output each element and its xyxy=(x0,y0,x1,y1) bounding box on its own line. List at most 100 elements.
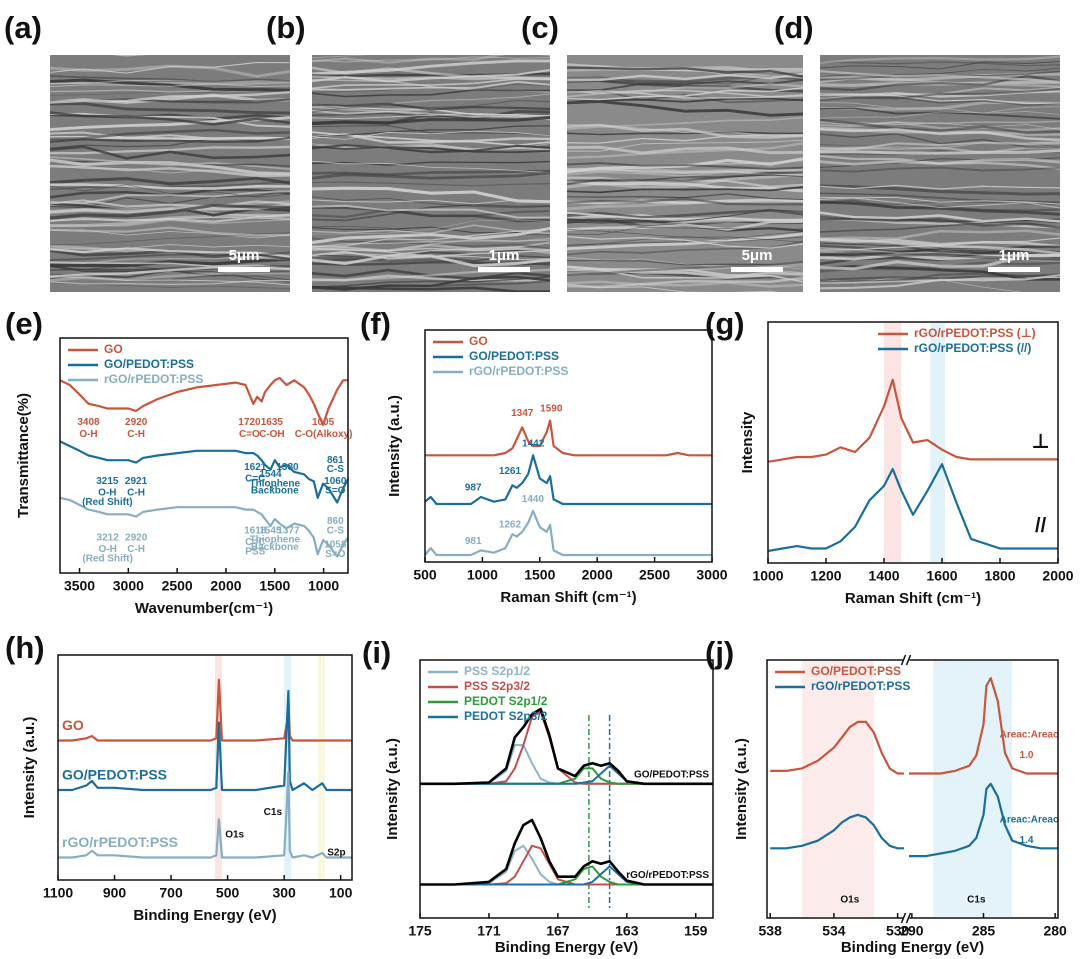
annotation: ⊥ xyxy=(1031,431,1049,453)
sem-layer xyxy=(312,115,550,126)
annotation: 2920 xyxy=(125,417,148,428)
annotation: C-S xyxy=(327,464,345,475)
sem-layer xyxy=(567,229,803,243)
sem-layer xyxy=(820,217,1060,224)
sem-layer xyxy=(312,275,550,291)
sem-layer xyxy=(50,145,290,160)
panel-label: (j) xyxy=(705,635,734,670)
legend-label: rGO/rPEDOT:PSS (⊥) xyxy=(914,326,1036,340)
sem-layer xyxy=(567,208,803,220)
legend-label: PEDOT S2p1/2 xyxy=(464,694,548,708)
sem-layer xyxy=(820,229,1060,240)
x-tick-label: 1100 xyxy=(43,885,74,901)
spectrum xyxy=(59,496,349,558)
x-tick-label: 285 xyxy=(972,923,996,939)
highlight-band xyxy=(802,661,874,917)
x-tick-label: 167 xyxy=(546,923,570,939)
axis-break-gap xyxy=(903,915,910,921)
sem-layer xyxy=(567,198,803,211)
spectrum xyxy=(425,419,712,457)
sem-layer xyxy=(820,274,1060,290)
sem-layer xyxy=(312,99,550,113)
annotation: 1060 xyxy=(324,476,347,487)
legend-label: rGO/rPEDOT:PSS xyxy=(469,364,568,378)
annotation: 1262 xyxy=(499,520,522,531)
sem-layer xyxy=(312,56,550,63)
annotation: C-H xyxy=(127,488,145,499)
sem-layer xyxy=(820,106,1060,119)
y-axis-title: Intensity (a.u.) xyxy=(733,738,750,840)
annotation: Backbone xyxy=(251,485,299,496)
sem-layer xyxy=(820,101,1060,115)
sem-image xyxy=(312,55,550,292)
annotation: 3212 xyxy=(97,532,120,543)
sem-layer xyxy=(567,83,803,98)
sem-layer xyxy=(567,66,803,78)
sem-layer xyxy=(312,275,550,289)
annotation: Areac:Areao xyxy=(1000,729,1059,740)
sem-layer xyxy=(312,144,550,151)
x-tick-label: 1800 xyxy=(984,568,1015,584)
sem-layer xyxy=(567,116,803,130)
annotation: Backbone xyxy=(251,542,299,553)
highlight-band xyxy=(933,661,1013,917)
x-tick-label: 3500 xyxy=(64,578,95,594)
annotation: 1440 xyxy=(522,494,545,505)
annotation: // xyxy=(1035,515,1047,537)
sem-layer xyxy=(312,239,550,249)
sem-layer xyxy=(567,259,803,266)
legend-label: GO/PEDOT:PSS xyxy=(104,357,194,371)
sem-layer xyxy=(820,253,1060,271)
annotation: 1380 xyxy=(276,462,299,473)
axis-break xyxy=(905,654,912,666)
spectrum xyxy=(767,378,1058,463)
annotation: (Red Shift) xyxy=(82,554,133,565)
spectrum xyxy=(58,689,352,792)
series-label: GO/PEDOT:PSS xyxy=(62,767,167,783)
sem-layer xyxy=(567,263,803,275)
sem-layer xyxy=(312,89,550,98)
legend-label: PEDOT S2p3/2 xyxy=(464,709,548,723)
sem-layer xyxy=(50,180,290,191)
sem-layer xyxy=(820,184,1060,190)
annotation: C-S xyxy=(327,525,345,536)
annotation: 1442 xyxy=(522,438,545,449)
legend-label: GO xyxy=(104,342,123,356)
sem-layer xyxy=(820,55,1060,64)
sem-layer xyxy=(50,190,290,205)
legend-label: PSS S2p3/2 xyxy=(464,679,530,693)
annotation: 1618 xyxy=(244,525,267,536)
scale-bar xyxy=(988,267,1040,272)
highlight-band xyxy=(284,656,292,879)
sem-layer xyxy=(50,229,290,239)
sem-layer xyxy=(820,74,1060,92)
x-tick-label: 2500 xyxy=(162,578,193,594)
sem-layer xyxy=(567,276,803,289)
panel-label: (c) xyxy=(521,10,559,45)
annotation: Thiophene xyxy=(249,478,300,489)
sem-layer xyxy=(312,55,370,59)
x-tick-label: 3000 xyxy=(696,567,727,583)
sem-layer xyxy=(50,83,290,88)
annotation: O-H xyxy=(98,544,116,555)
annotation: C=C xyxy=(245,537,265,548)
sem-layer xyxy=(567,197,803,206)
spectrum xyxy=(58,678,352,742)
x-tick-label: 1400 xyxy=(868,568,899,584)
axis-break xyxy=(905,912,912,924)
sem-layer xyxy=(820,274,1060,281)
y-axis-title: Intensity (a.u.) xyxy=(384,738,401,840)
sem-layer xyxy=(312,219,550,235)
legend-label: rGO/rPEDOT:PSS xyxy=(104,372,203,386)
annotation: 1621 xyxy=(244,462,267,473)
sem-layer xyxy=(820,166,1060,173)
annotation: (Red Shift) xyxy=(82,497,133,508)
sem-layer xyxy=(567,186,803,194)
sem-layer xyxy=(312,256,550,267)
x-tick-label: 534 xyxy=(822,923,846,939)
panel-label: (g) xyxy=(705,306,745,341)
sem-layer xyxy=(312,160,550,174)
panel-label: (i) xyxy=(362,635,391,670)
sem-layer xyxy=(312,247,550,252)
sem-layer xyxy=(50,216,290,222)
